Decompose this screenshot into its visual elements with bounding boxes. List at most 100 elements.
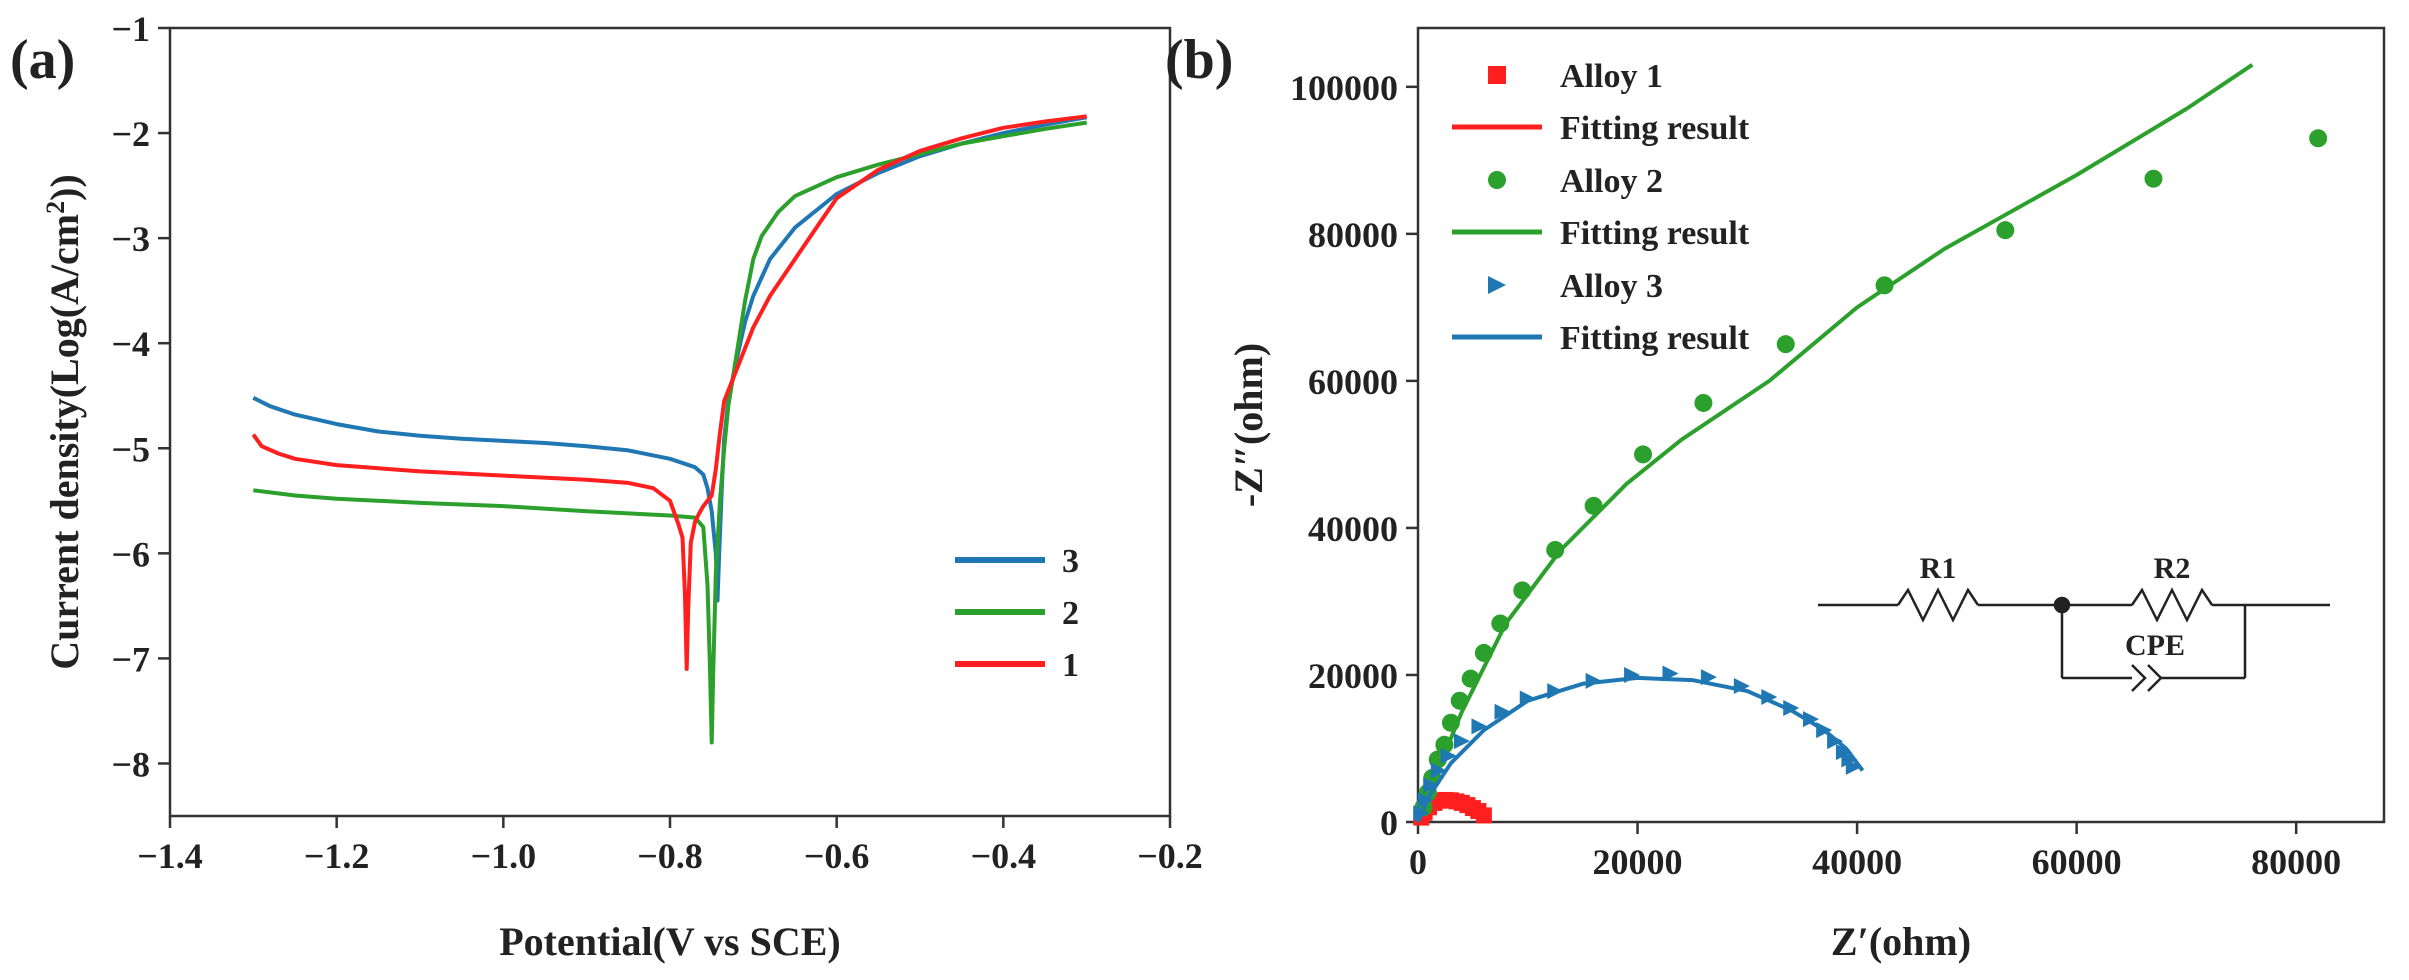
data-point-alloy-1 bbox=[1475, 807, 1492, 824]
legend-label-alloy-2: Alloy 2 bbox=[1560, 163, 1663, 200]
legend-label-fit-alloy-3: Fitting result bbox=[1560, 320, 1750, 357]
data-point-alloy-2 bbox=[1450, 691, 1469, 710]
legend-marker-alloy-2 bbox=[1488, 171, 1506, 189]
panel-a-series bbox=[251, 114, 1088, 745]
data-point-alloy-3 bbox=[1835, 744, 1852, 761]
data-point-alloy-2 bbox=[1694, 393, 1713, 412]
data-point-alloy-2 bbox=[2144, 169, 2163, 188]
fit-line-alloy-2 bbox=[1416, 63, 2254, 823]
data-point-alloy-3 bbox=[1827, 733, 1844, 750]
legend-label-alloy-3: Alloy 3 bbox=[1560, 268, 1663, 305]
data-point-alloy-3 bbox=[1783, 700, 1800, 717]
panel-a-y-tick-label: −5 bbox=[111, 429, 150, 469]
data-point-alloy-2 bbox=[1996, 221, 2015, 240]
data-point-alloy-3 bbox=[1700, 669, 1717, 686]
panel-b-y-axis-label: -Z″(ohm) bbox=[1226, 343, 1271, 507]
legend-marker-alloy-3 bbox=[1488, 276, 1506, 294]
data-point-alloy-3 bbox=[1413, 805, 1430, 822]
panel-b-x-tick-label: 20000 bbox=[1593, 842, 1683, 882]
data-point-alloy-2 bbox=[1546, 540, 1565, 559]
panel-a-x-tick-label: −0.2 bbox=[1137, 836, 1203, 876]
panel-a-y-tick-label: −4 bbox=[111, 324, 150, 364]
panel-b-label: (b) bbox=[1165, 29, 1233, 91]
data-point-alloy-2 bbox=[1584, 496, 1603, 515]
panel-a-y-tick-label: −7 bbox=[111, 639, 150, 679]
series-line-2 bbox=[253, 120, 1087, 745]
data-point-alloy-2 bbox=[1513, 581, 1532, 600]
data-point-alloy-3 bbox=[1547, 683, 1564, 700]
panel-b-frame bbox=[1416, 26, 2386, 824]
data-point-alloy-3 bbox=[1733, 677, 1750, 694]
panel-b-x-axis-label: Z′(ohm) bbox=[1831, 919, 1971, 964]
panel-a-label: (a) bbox=[10, 29, 75, 91]
panel-a-y-tick-label: −6 bbox=[111, 534, 150, 574]
panel-a-ticks: −1.4 −1.2 −1.0 −0.8 −0.6 −0.4 −0.2 −8 −7 −6 −5 −4 −3… bbox=[111, 9, 1202, 876]
data-point-alloy-2 bbox=[1441, 713, 1460, 732]
data-point-alloy-3 bbox=[1624, 666, 1641, 683]
data-point-alloy-3 bbox=[1761, 689, 1778, 706]
panel-b-y-tick-label: 0 bbox=[1380, 803, 1398, 843]
data-point-alloy-3 bbox=[1802, 711, 1819, 728]
panel-a-legend: 3 2 1 bbox=[955, 543, 1079, 684]
circuit-r2-label: R2 bbox=[2154, 552, 2191, 585]
panel-a-y-tick-label: −8 bbox=[111, 744, 150, 784]
legend-label-2: 2 bbox=[1062, 595, 1079, 632]
resistor-r2 bbox=[2130, 587, 2214, 623]
panel-a-x-tick-label: −1.4 bbox=[137, 836, 203, 876]
data-point-alloy-3 bbox=[1816, 722, 1833, 739]
panel-b-legend: Alloy 1 Fitting result Alloy 2 Fitting resu… bbox=[1452, 58, 1750, 357]
series-line-1 bbox=[251, 114, 1087, 671]
data-point-alloy-3 bbox=[1519, 690, 1536, 707]
panel-a-x-tick-label: −0.8 bbox=[637, 836, 703, 876]
data-point-alloy-3 bbox=[1417, 791, 1434, 808]
data-point-alloy-2 bbox=[1634, 445, 1653, 464]
data-point-alloy-2 bbox=[1474, 643, 1493, 662]
panel-b: (b) 0 20000 40000 60000 80000 0 20000 40000 6000… bbox=[1165, 26, 2386, 964]
data-point-alloy-2 bbox=[1491, 614, 1510, 633]
data-point-alloy-3 bbox=[1845, 758, 1862, 775]
data-point-alloy-2 bbox=[2309, 129, 2328, 148]
data-point-alloy-3 bbox=[1430, 762, 1447, 779]
legend-label-1: 1 bbox=[1062, 647, 1079, 684]
panel-a-x-tick-label: −0.6 bbox=[804, 836, 870, 876]
panel-a-y-tick-label: −3 bbox=[111, 219, 150, 259]
data-point-alloy-3 bbox=[1440, 747, 1457, 764]
panel-b-x-tick-label: 80000 bbox=[2251, 842, 2341, 882]
panel-b-y-tick-label: 20000 bbox=[1308, 656, 1398, 696]
legend-label-fit-alloy-1: Fitting result bbox=[1560, 110, 1750, 147]
cpe-element-left bbox=[2131, 664, 2147, 692]
legend-label-fit-alloy-2: Fitting result bbox=[1560, 215, 1750, 252]
panel-a-x-axis-label: Potential(V vs SCE) bbox=[499, 919, 840, 964]
data-point-alloy-3 bbox=[1585, 672, 1602, 689]
legend-marker-alloy-1 bbox=[1488, 66, 1506, 84]
panel-a-y-tick-label: −1 bbox=[111, 9, 150, 49]
data-point-alloy-3 bbox=[1841, 751, 1858, 768]
panel-a-y-tick-label: −2 bbox=[111, 114, 150, 154]
data-point-alloy-3 bbox=[1423, 777, 1440, 794]
circuit-cpe-label: CPE bbox=[2125, 629, 2185, 662]
data-point-alloy-2 bbox=[1461, 669, 1480, 688]
data-point-alloy-2 bbox=[1776, 335, 1795, 354]
panel-b-y-tick-label: 80000 bbox=[1308, 215, 1398, 255]
panel-b-ticks: 0 20000 40000 60000 80000 0 20000 40000 60000 800… bbox=[1290, 68, 2341, 882]
panel-b-y-tick-label: 40000 bbox=[1308, 509, 1398, 549]
data-point-alloy-2 bbox=[1875, 276, 1894, 295]
panel-a: (a) −1.4 −1.2 −1.0 −0.8 −0.6 −0.4 −0.2 −8 −7 −6 −5… bbox=[10, 9, 1203, 964]
equivalent-circuit bbox=[1818, 587, 2330, 692]
panel-a-x-tick-label: −0.4 bbox=[971, 836, 1037, 876]
panel-b-x-tick-label: 60000 bbox=[2032, 842, 2122, 882]
panel-b-y-tick-label: 60000 bbox=[1308, 362, 1398, 402]
resistor-r1 bbox=[1896, 587, 1980, 623]
circuit-r1-label: R1 bbox=[1920, 552, 1957, 585]
panel-a-y-axis-label: Current density(Log(A/cm2)) bbox=[41, 174, 88, 670]
panel-a-x-tick-label: −1.2 bbox=[304, 836, 370, 876]
panel-b-y-tick-label: 100000 bbox=[1290, 68, 1398, 108]
panel-b-x-tick-label: 0 bbox=[1409, 842, 1427, 882]
legend-label-3: 3 bbox=[1062, 543, 1079, 580]
data-point-alloy-3 bbox=[1453, 733, 1470, 750]
data-point-alloy-2 bbox=[1435, 735, 1454, 754]
panel-a-x-tick-label: −1.0 bbox=[471, 836, 537, 876]
data-point-alloy-3 bbox=[1494, 703, 1511, 720]
